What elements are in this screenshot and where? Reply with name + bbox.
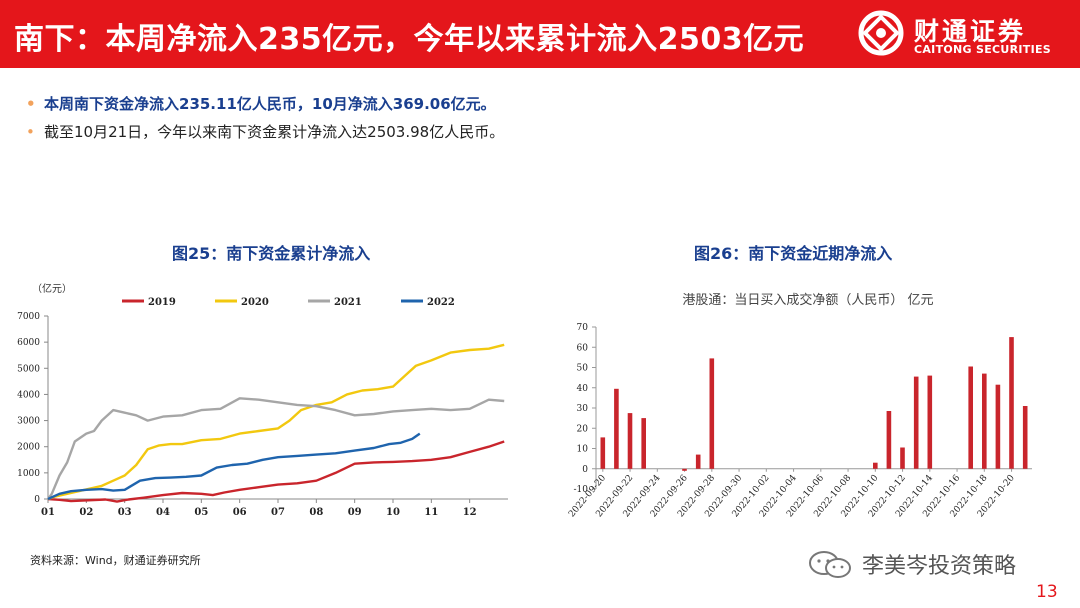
logo-text-en: CAITONG SECURITIES <box>914 43 1052 56</box>
bar-2022-10-12 <box>900 447 905 469</box>
bar-2022-10-13 <box>913 376 919 469</box>
series-line-2022 <box>47 432 421 501</box>
chart-subtitle: 港股通：当日买入成交净额（人民币） 亿元 <box>682 292 933 308</box>
y-tick-label: -10 <box>574 485 589 495</box>
legend-item-2022: 2022 <box>401 297 455 308</box>
x-tick-label: 05 <box>194 507 208 518</box>
chart-axes: -100102030405060702022-09-202022-09-2220… <box>567 323 1032 519</box>
legend-item-2020: 2020 <box>215 297 269 308</box>
y-tick-label: 50 <box>577 364 589 374</box>
y-tick-label: 60 <box>577 343 589 353</box>
figure-25-title: 图25：南下资金累计净流入 <box>172 244 371 263</box>
x-tick-label: 01 <box>41 507 55 518</box>
bar-2022-10-10 <box>873 462 878 469</box>
y-tick-label: 0 <box>34 495 40 505</box>
bar-2022-10-19 <box>995 384 1001 469</box>
x-tick-label: 11 <box>424 507 438 518</box>
y-tick-label: 20 <box>577 424 589 434</box>
bullet-list: • 本周南下资金净流入235.11亿人民币，10月净流入369.06亿元。 • … <box>26 92 1026 148</box>
chart-bars <box>600 337 1028 471</box>
bullet-item: • 截至10月21日，今年以来南下资金累计净流入达2503.98亿人民币。 <box>26 120 1026 148</box>
bar-2022-09-28 <box>709 358 715 469</box>
page-title: 南下：本周净流入235亿元，今年以来累计流入2503亿元 <box>14 22 805 57</box>
y-tick-label: 0 <box>582 465 588 475</box>
legend-item-2021: 2021 <box>308 297 362 308</box>
legend-label: 2019 <box>148 297 176 308</box>
x-tick-label: 09 <box>348 507 362 518</box>
wechat-icon <box>809 551 851 578</box>
bar-2022-10-20 <box>1009 337 1014 469</box>
x-tick-label: 06 <box>233 507 247 518</box>
figure-26-title: 图26：南下资金近期净流入 <box>694 244 893 263</box>
legend-label: 2022 <box>427 297 455 308</box>
y-tick-label: 40 <box>577 384 589 394</box>
bullet-item: • 本周南下资金净流入235.11亿人民币，10月净流入369.06亿元。 <box>26 92 1026 120</box>
source-note: 资料来源：Wind，财通证券研究所 <box>30 554 201 567</box>
x-tick-label: 04 <box>156 507 170 518</box>
cumulative-inflow-chart: （亿元） 2019 2020 2021 2022 0 1000 2000 3000 4000 5… <box>17 282 508 518</box>
legend-item-2019: 2019 <box>122 297 176 308</box>
bar-2022-09-27 <box>695 454 701 469</box>
bullet-dot-icon: • <box>26 123 35 141</box>
y-tick-label: 1000 <box>17 469 40 479</box>
header-banner: 南下：本周净流入235亿元，今年以来累计流入2503亿元 财通证券 CAITON… <box>0 0 1080 68</box>
series-line-2020 <box>47 343 505 501</box>
bar-2022-09-26 <box>682 468 687 471</box>
y-tick-label: 5000 <box>17 364 40 374</box>
bar-2022-09-22 <box>627 413 633 469</box>
bar-2022-10-11 <box>886 411 892 469</box>
chart-series <box>47 343 505 503</box>
logo-text-cn: 财通证券 <box>914 17 1027 46</box>
y-tick-label: 10 <box>577 445 589 455</box>
y-tick-label: 2000 <box>17 443 40 453</box>
watermark: 李美岑投资策略 <box>808 548 1048 584</box>
y-unit-label: （亿元） <box>32 282 72 295</box>
y-tick-label: 3000 <box>17 417 40 427</box>
recent-inflow-chart: 港股通：当日买入成交净额（人民币） 亿元 -100102030405060702… <box>567 292 1032 519</box>
watermark-text: 李美岑投资策略 <box>862 554 1017 579</box>
bar-2022-10-14 <box>927 375 933 469</box>
y-tick-label: 30 <box>577 404 589 414</box>
bar-2022-10-17 <box>968 366 973 469</box>
bullet-text: 本周南下资金净流入235.11亿人民币，10月净流入369.06亿元。 <box>44 95 496 113</box>
bar-2022-10-21 <box>1022 406 1028 469</box>
page-number: 13 <box>1036 582 1058 602</box>
y-tick-label: 6000 <box>17 338 40 348</box>
bar-2022-10-18 <box>982 373 987 469</box>
series-line-2021 <box>47 397 505 500</box>
y-tick-label: 70 <box>577 323 589 333</box>
y-tick-label: 7000 <box>17 312 40 322</box>
x-tick-label: 02 <box>79 507 93 518</box>
logo-mark-icon <box>858 10 904 56</box>
chart-legend: 2019 2020 2021 2022 <box>122 297 455 308</box>
series-line-2019 <box>47 440 505 503</box>
x-tick-label: 07 <box>271 507 285 518</box>
bar-2022-09-20 <box>600 437 606 469</box>
bar-2022-09-21 <box>614 388 619 469</box>
bullet-text: 截至10月21日，今年以来南下资金累计净流入达2503.98亿人民币。 <box>44 123 505 141</box>
legend-label: 2020 <box>241 297 269 308</box>
bullet-dot-icon: • <box>26 95 36 113</box>
x-tick-label: 08 <box>309 507 323 518</box>
x-tick-label: 03 <box>118 507 132 518</box>
bar-2022-09-23 <box>641 418 646 469</box>
legend-label: 2021 <box>334 297 362 308</box>
x-tick-label: 10 <box>386 507 400 518</box>
company-logo: 财通证券 CAITONG SECURITIES <box>858 10 1068 60</box>
x-tick-label: 12 <box>463 507 477 518</box>
y-tick-label: 4000 <box>17 390 40 400</box>
